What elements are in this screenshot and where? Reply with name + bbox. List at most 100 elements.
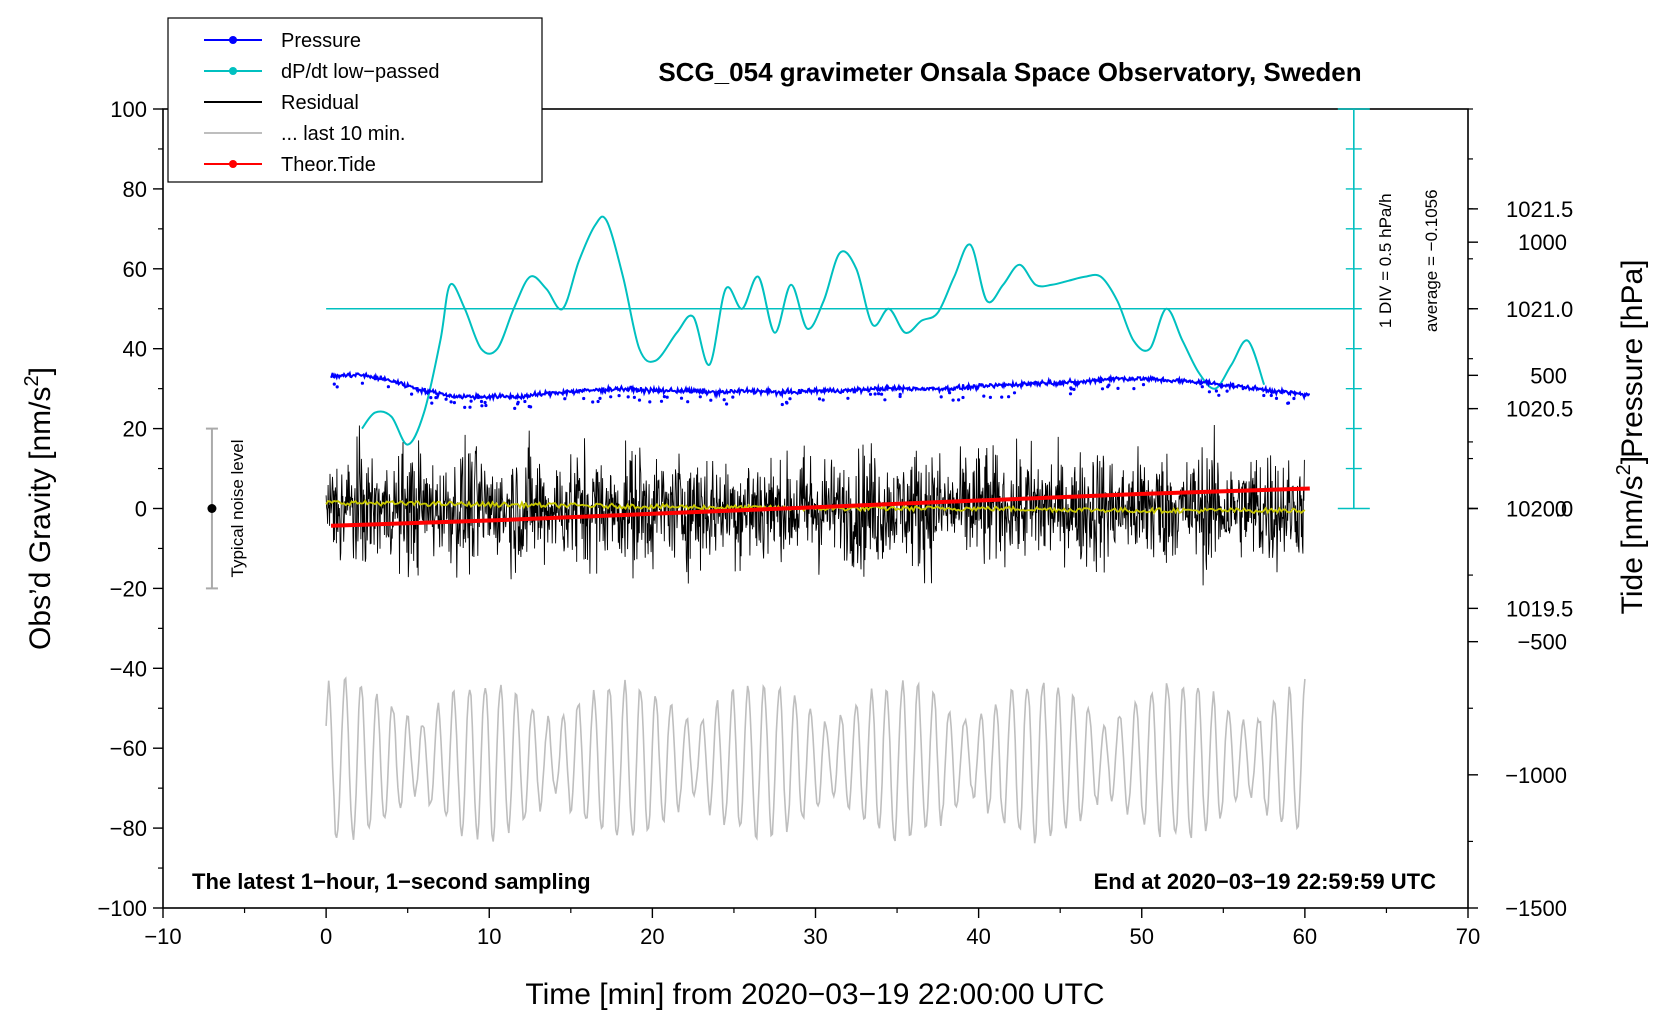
y-axis-label: Obs’d Gravity [nm/s2] [21, 367, 57, 650]
pressure-point [957, 398, 961, 402]
sampling-annotation: The latest 1−hour, 1−second sampling [192, 869, 591, 894]
axes-layer [153, 108, 1478, 918]
pressure-point [1012, 391, 1017, 395]
pressure-point [410, 392, 414, 396]
series-residual [325, 424, 1305, 586]
pressure-point [1214, 389, 1218, 393]
pressure-point [632, 395, 637, 399]
series-layer [325, 215, 1354, 844]
pressure-point [332, 382, 336, 386]
legend-marker [229, 67, 237, 75]
pressure-point [898, 392, 902, 396]
pressure-point [637, 398, 642, 402]
x-tick-label: 40 [966, 924, 990, 949]
noise-bar-center [207, 504, 217, 513]
pressure-point [780, 402, 784, 407]
pressure-point [1217, 393, 1221, 397]
y-tick-label: 100 [110, 97, 147, 122]
pressure-point [1000, 395, 1004, 399]
x-tick-label: 10 [477, 924, 501, 949]
pressure-point [335, 385, 339, 389]
tide-tick-label: −1000 [1505, 763, 1567, 788]
pressure-point [698, 395, 702, 399]
series-pressure [330, 370, 1311, 410]
pressure-point [513, 406, 517, 410]
y-axis-label-sup: 2 [21, 375, 43, 386]
pressure-point [1207, 390, 1211, 394]
tide-tick-label: 500 [1530, 363, 1567, 388]
pressure-point [430, 401, 434, 405]
text-layer: Typical noise level−10 0 10 20 30 40 50 60 70−10… [21, 57, 1649, 1011]
pressure-point [483, 400, 487, 405]
pressure-point [449, 400, 453, 404]
pressure-point [785, 401, 789, 405]
pressure-point [452, 401, 456, 405]
x-tick-label: 60 [1293, 924, 1317, 949]
pressure-point [1068, 392, 1073, 396]
pressure-tick-label: 1019.5 [1506, 596, 1573, 621]
pressure-point [709, 398, 713, 402]
pressure-point [563, 397, 567, 401]
tide-axis-label-close: ] [1616, 456, 1649, 464]
legend-label: Theor.Tide [281, 154, 376, 176]
pressure-point [788, 397, 792, 401]
pressure-point [951, 398, 955, 402]
pressure-point [868, 392, 873, 396]
y-tick-label: 60 [123, 257, 147, 282]
pressure-point [1292, 396, 1296, 401]
tide-axis-label-main: Tide [nm/s [1616, 475, 1649, 614]
pressure-point [659, 399, 664, 403]
pressure-point [939, 395, 943, 399]
tide-axis-label-sup: 2 [1613, 464, 1635, 475]
pressure-point [873, 392, 877, 396]
pressure-point [1262, 393, 1266, 398]
pressure-point [731, 395, 735, 399]
pressure-point [1200, 385, 1204, 389]
pressure-point [480, 404, 484, 408]
pressure-point [722, 398, 726, 402]
pressure-point [617, 394, 621, 398]
pressure-point [516, 400, 520, 404]
noise-level-label: Typical noise level [228, 440, 247, 578]
pressure-point [665, 395, 669, 399]
chart-title: SCG_054 gravimeter Onsala Space Observat… [658, 57, 1361, 87]
pressure-point [988, 395, 993, 399]
legend-box [167, 17, 543, 183]
pressure-point [479, 399, 484, 404]
pressure-point [386, 385, 390, 389]
pressure-point [626, 395, 630, 399]
dpdt-scale-label: 1 DIV = 0.5 hPa/h [1376, 193, 1395, 328]
series-last-10-min [325, 676, 1306, 844]
pressure-point [821, 398, 825, 402]
y-tick-label: −60 [110, 736, 147, 761]
legend: Pressure dP/dt low−passed Residual ... last… [167, 17, 543, 183]
y-tick-label: −20 [110, 576, 147, 601]
pressure-point [648, 400, 652, 404]
legend-marker [229, 160, 237, 168]
pressure-point [817, 397, 822, 401]
tide-tick-label: −500 [1517, 630, 1567, 655]
pressure-point [982, 394, 986, 398]
pressure-point [468, 405, 472, 409]
series-dpdt [361, 215, 1266, 446]
end-time-annotation: End at 2020−03−19 22:59:59 UTC [1094, 869, 1437, 894]
pressure-point [591, 400, 595, 404]
x-tick-label: −10 [144, 924, 181, 949]
pressure-point [484, 403, 488, 408]
pressure-point [582, 396, 586, 401]
legend-label: ... last 10 min. [281, 123, 406, 145]
pressure-point [679, 396, 684, 400]
pressure-point [686, 400, 690, 404]
pressure-point [529, 405, 533, 409]
tide-axis-label: Tide [nm/s2] [1613, 456, 1649, 614]
pressure-point [1069, 387, 1073, 391]
y-tick-label: 20 [123, 417, 147, 442]
legend-marker [229, 36, 237, 44]
pressure-point [1225, 389, 1229, 393]
x-tick-label: 20 [640, 924, 664, 949]
y-axis-label-main: Obs’d Gravity [nm/s [24, 387, 57, 650]
pressure-tick-label: 1020.5 [1506, 397, 1573, 422]
pressure-tick-label: 1021.5 [1506, 197, 1573, 222]
pressure-point [725, 402, 729, 406]
pressure-point [444, 397, 448, 401]
